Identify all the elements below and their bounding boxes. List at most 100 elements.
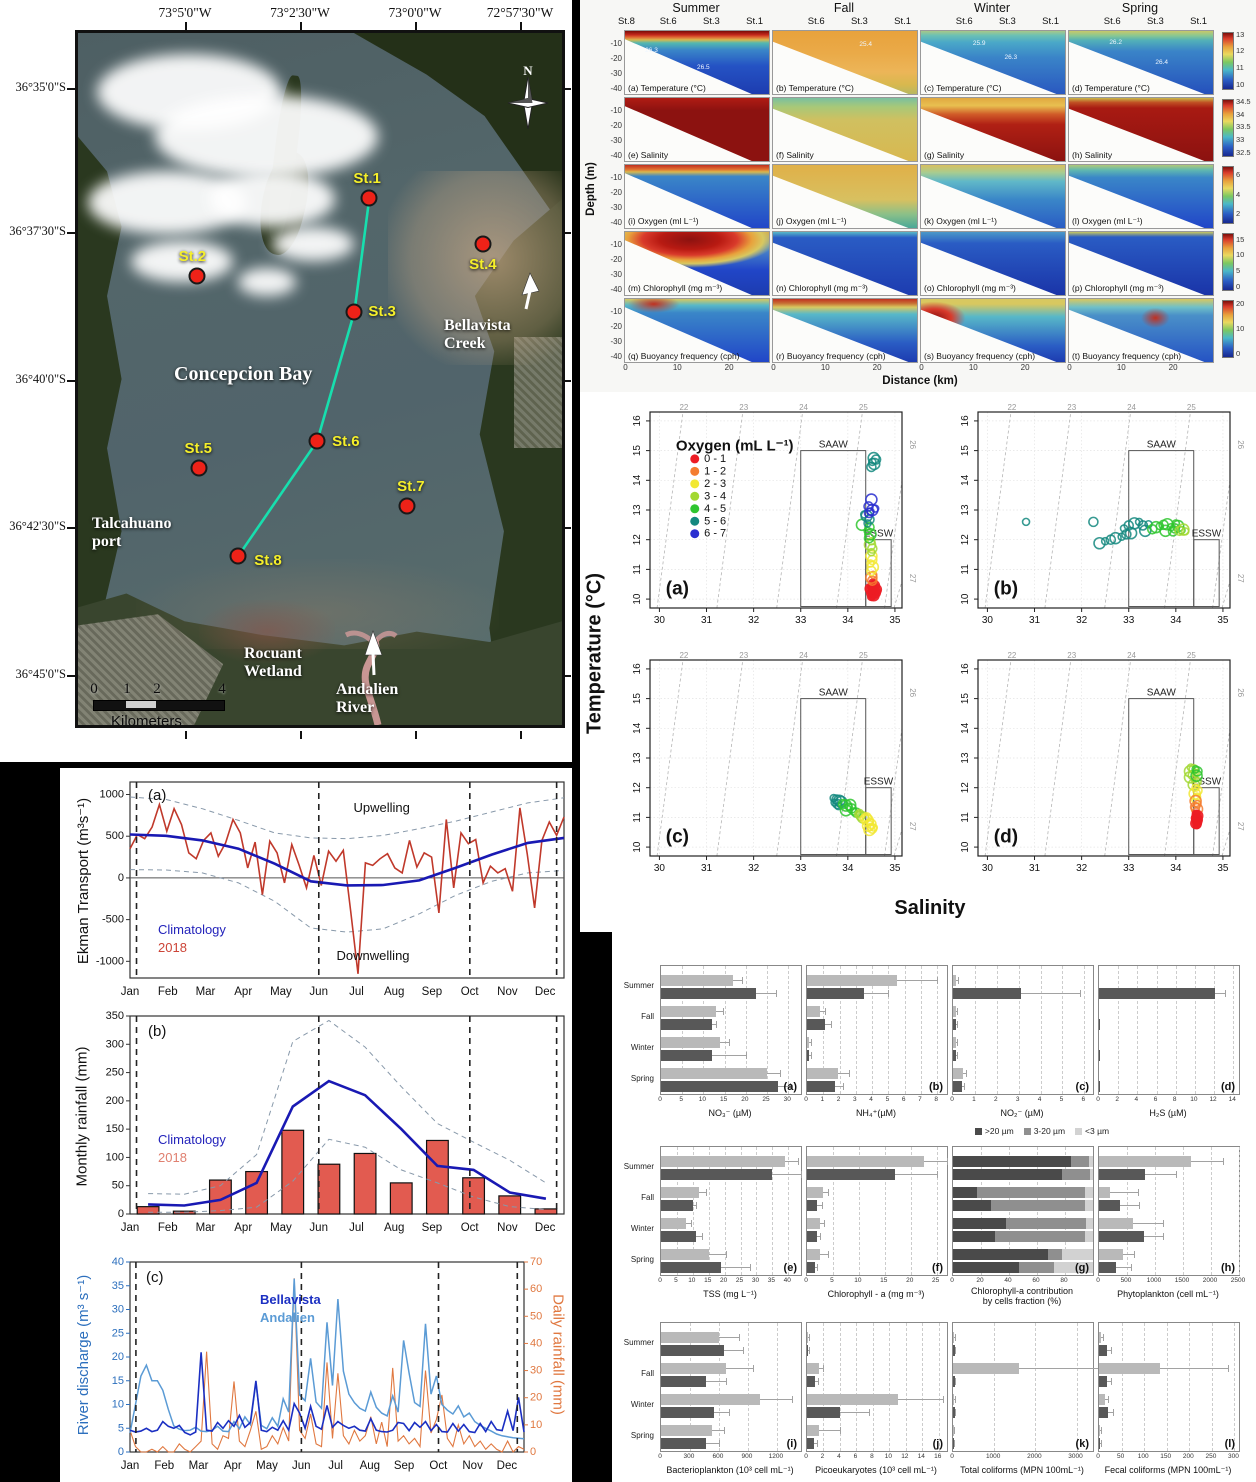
error-cap — [821, 1202, 823, 1209]
isopycnal-label-top: 24 — [799, 651, 808, 660]
bar-light — [1099, 1332, 1102, 1343]
sections-ylabel: Depth (m) — [585, 162, 597, 216]
rainfall-bar-dec — [534, 1208, 558, 1215]
x-tick-label: 2 — [1115, 1096, 1119, 1103]
depth-tick: -30 — [610, 270, 622, 279]
station-label-st3: St.3 — [368, 302, 396, 320]
error-line — [897, 1399, 943, 1400]
stack-segment — [953, 1200, 991, 1211]
x-tick-label: 34 — [1170, 863, 1182, 874]
bar-dark — [807, 1345, 809, 1356]
scale-tick-1: 1 — [123, 681, 131, 697]
stack-segment — [953, 1187, 977, 1198]
stack-segment — [1084, 1231, 1093, 1242]
error-cap — [849, 1070, 851, 1077]
section-panel-p: (p) Chlorophyll (mg m⁻³) — [1068, 231, 1214, 296]
error-cap — [839, 1427, 841, 1434]
bar-light — [661, 1156, 786, 1167]
x-tick-label: 300 — [1228, 1453, 1239, 1460]
rocuant-wetland-patch — [199, 600, 335, 663]
bar-light — [807, 1332, 809, 1343]
data-point — [865, 493, 878, 506]
stack-segment — [1018, 1262, 1054, 1273]
bar-light — [807, 1363, 820, 1374]
error-line — [1100, 1443, 1102, 1444]
x-tick-label: 4 — [1037, 1096, 1042, 1103]
panel-letter: (i) — [786, 1438, 797, 1450]
panel-letter: (c) — [146, 1269, 164, 1286]
x-tick-label: 34 — [842, 615, 854, 626]
error-cap — [792, 1396, 794, 1403]
scale-bar-rule — [93, 700, 225, 711]
x-tick-label: 35 — [767, 1277, 775, 1284]
error-line — [814, 1267, 818, 1268]
error-cap — [723, 1427, 725, 1434]
sections-figure: Depth (m) Distance (km) Summer St.8 St.6 St… — [580, 0, 1256, 392]
bar-dark — [807, 1231, 818, 1242]
x-tick-label: 100 — [1137, 1453, 1149, 1460]
y-tick-label: 16 — [960, 663, 971, 675]
error-cap — [842, 1083, 844, 1090]
gridline — [832, 1147, 834, 1275]
bar-dark — [661, 988, 757, 999]
scale-unit: Kilometers — [111, 713, 182, 728]
isopycnal-label-top: 23 — [1067, 403, 1076, 412]
x-tick-label: 4 — [1134, 1096, 1139, 1103]
bar-light — [1099, 1425, 1101, 1436]
error-cap — [823, 1365, 825, 1372]
x-tick-label: 5 — [1059, 1096, 1064, 1103]
andalien-arrow — [364, 630, 383, 656]
bar-light — [661, 1425, 713, 1436]
depth-tick: -30 — [610, 69, 622, 78]
andalien-arrow-stem — [371, 652, 376, 676]
error-cap — [1139, 1202, 1141, 1209]
legend-label: >20 µm — [984, 1126, 1014, 1136]
lon-tick-bottom — [415, 731, 417, 739]
lat-tick-left — [67, 675, 75, 677]
place-label-1: Talcahuano port — [92, 515, 172, 550]
cloud — [271, 226, 354, 262]
error-cap — [811, 1039, 813, 1046]
y-tick-label: 14 — [960, 474, 971, 486]
gridline — [1065, 1147, 1066, 1275]
data-point — [867, 451, 881, 465]
bar-panel-l: (l) — [1098, 1322, 1240, 1452]
rainfall-bar-apr — [245, 1170, 269, 1215]
y-tick-label: 15 — [632, 693, 643, 705]
gridline — [937, 966, 939, 1094]
station-header-st1: St.1 — [894, 16, 912, 27]
bar-dark — [661, 1200, 693, 1211]
x-tick-label: 1500 — [1174, 1277, 1190, 1284]
y-tick-label: 14 — [632, 474, 643, 486]
x-tick-label: 10 — [1190, 1096, 1198, 1103]
y-tick-label: 13 — [632, 752, 643, 764]
gridline — [1155, 1147, 1156, 1275]
axis-title: Chlorophyll-a contribution by cells fract… — [942, 1286, 1102, 1307]
error-line — [1020, 993, 1080, 994]
month-tick-label: May — [270, 986, 292, 998]
ekman-ylabel: Ekman Transport (m³s⁻¹) — [75, 797, 92, 965]
place-label-3: Rocuant Wetland — [244, 645, 302, 680]
x-tick-label: 20 — [976, 1277, 984, 1284]
x-tick-label: 12 — [1209, 1096, 1217, 1103]
error-line — [1215, 993, 1225, 994]
ts-diagrams-figure: Temperature (°C) Salinity 22 23 24 25 26 27 SA… — [580, 392, 1256, 932]
bar-panel-d: (d) — [1098, 965, 1240, 1095]
error-line — [699, 1192, 706, 1193]
error-line — [714, 1412, 729, 1413]
panel-letter: (a) — [148, 787, 166, 804]
y-tick-label: 12 — [960, 534, 971, 546]
panel-letter-o: (o) Chlorophyll (mg m⁻³) — [924, 283, 1016, 293]
month-tick-label: Oct — [461, 1222, 480, 1234]
y-tick-label: 50 — [112, 1180, 124, 1192]
station-label-st6: St.6 — [332, 433, 360, 451]
upper-envelope — [129, 796, 565, 840]
x-tick-label: 250 — [1205, 1453, 1217, 1460]
error-cap — [1134, 1251, 1136, 1258]
gridline — [858, 1147, 860, 1275]
gridline — [889, 1323, 891, 1451]
gridline — [1127, 1147, 1128, 1275]
panel-letter: (a) — [666, 579, 689, 600]
error-cap — [1101, 1440, 1103, 1447]
legend-entry-label: 6 - 7 — [704, 528, 726, 540]
